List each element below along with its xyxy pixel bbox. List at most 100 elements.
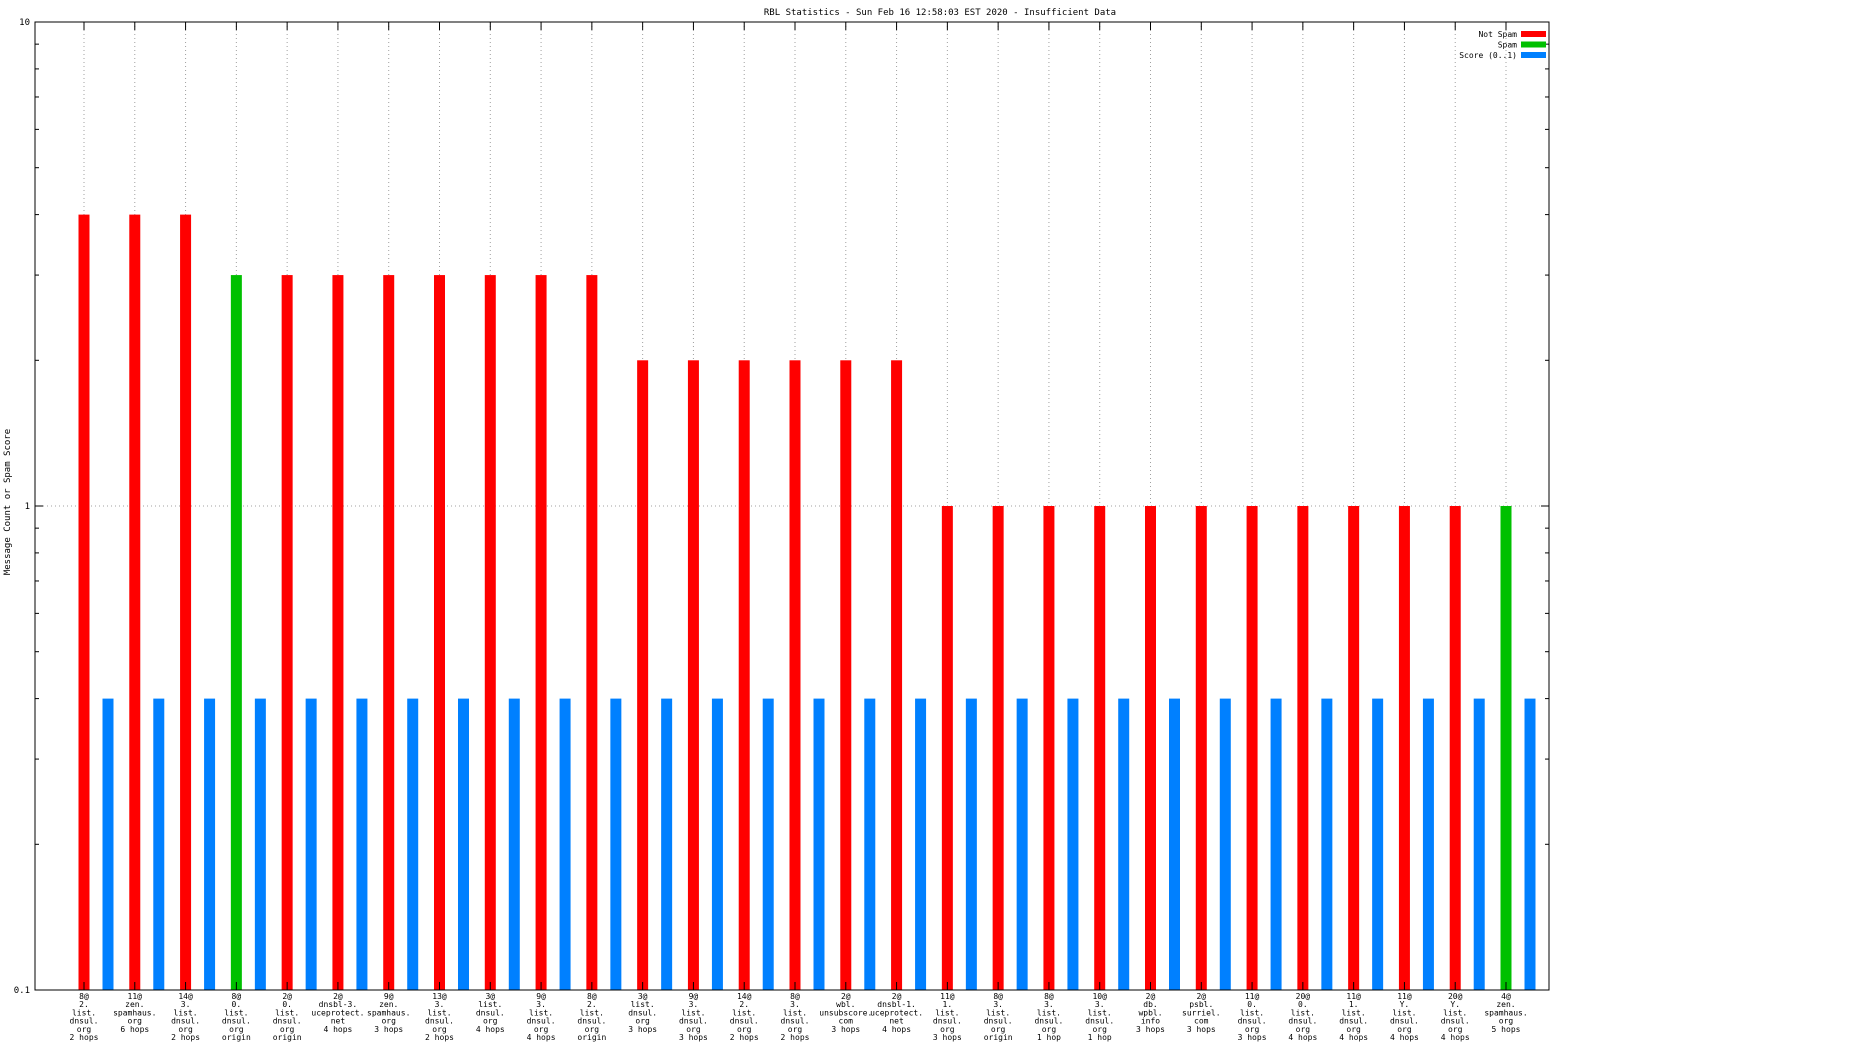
x-category-label: 2@ wbl. unsubscore. com 3 hops <box>819 992 872 1034</box>
bar-not-spam <box>840 360 852 990</box>
bar-not-spam <box>180 214 192 990</box>
x-category-label: 14@ 2. list. dnsul. org 2 hops <box>730 992 759 1042</box>
bar-not-spam <box>941 506 953 990</box>
bar-not-spam <box>434 275 445 990</box>
legend-swatch <box>1521 31 1546 37</box>
bars <box>78 214 1536 990</box>
x-category-label: 8@ 3. list. dnsul. org origin <box>984 992 1013 1042</box>
bar-score-0-1 <box>407 698 419 990</box>
bar-score-0-1 <box>1473 698 1485 990</box>
bar-not-spam <box>129 214 141 990</box>
bar-not-spam <box>332 275 344 990</box>
x-category-label: 11@ 1. list. dnsul. org 3 hops <box>933 992 962 1042</box>
bar-score-0-1 <box>661 698 673 990</box>
x-category-label: 9@ zen. spamhaus. org 3 hops <box>367 992 410 1034</box>
bar-score-0-1 <box>559 698 571 990</box>
bar-score-0-1 <box>458 698 469 990</box>
bar-score-0-1 <box>305 698 317 990</box>
x-category-label: 2@ dnsbl-1. uceprotect. net 4 hops <box>870 992 923 1034</box>
bar-score-0-1 <box>711 698 723 990</box>
bar-spam <box>230 275 242 990</box>
bar-score-0-1 <box>153 698 165 990</box>
x-category-label: 20@ Y. list. dnsul. org 4 hops <box>1441 992 1470 1042</box>
legend-swatch <box>1521 41 1546 48</box>
x-category-label: 2@ 0. list. dnsul. org origin <box>273 992 302 1042</box>
x-category-label: 4@ zen. spamhaus. org 5 hops <box>1484 992 1527 1034</box>
x-category-label: 14@ 3. list. dnsul. org 2 hops <box>171 992 200 1042</box>
bar-score-0-1 <box>1118 698 1130 990</box>
bar-spam <box>1500 506 1512 990</box>
bar-not-spam <box>1348 506 1360 990</box>
y-axis: 10 1 0.1 <box>14 18 1549 996</box>
x-category-label: 2@ psbl. surriel. com 3 hops <box>1182 992 1221 1034</box>
bar-not-spam <box>1246 506 1258 990</box>
bar-score-0-1 <box>610 698 622 990</box>
x-category-label: 2@ db. wpbl. info 3 hops <box>1136 992 1165 1034</box>
x-axis: 8@ 2. list. dnsul. org 2 hops 11@ zen. spamhaus.… <box>70 22 1528 1042</box>
x-category-label: 11@ zen. spamhaus. org 6 hops <box>113 992 156 1034</box>
x-category-label: 9@ 3. list. dnsul. org 4 hops <box>527 992 556 1042</box>
bar-score-0-1 <box>762 698 774 990</box>
bar-score-0-1 <box>1169 698 1180 990</box>
bar-not-spam <box>992 506 1004 990</box>
x-category-label: 11@ 0. list. dnsul. org 3 hops <box>1238 992 1267 1042</box>
bar-not-spam <box>484 275 496 990</box>
bar-not-spam <box>383 275 395 990</box>
bar-not-spam <box>789 360 801 990</box>
bar-score-0-1 <box>102 698 114 990</box>
y-tick-label: 0.1 <box>14 986 30 996</box>
bar-score-0-1 <box>254 698 266 990</box>
y-axis-label: Message Count or Spam Score <box>3 429 13 575</box>
bar-score-0-1 <box>1219 698 1231 990</box>
bar-not-spam <box>1195 506 1207 990</box>
bar-not-spam <box>281 275 293 990</box>
legend-label: Score (0..1) <box>1459 51 1517 60</box>
bar-not-spam <box>738 360 750 990</box>
bar-score-0-1 <box>965 698 977 990</box>
x-category-label: 3@ list. dnsul. org 3 hops <box>628 992 657 1034</box>
x-category-label: 8@ 0. list. dnsul. org origin <box>222 992 251 1042</box>
y-tick-label: 10 <box>19 18 30 28</box>
bar-not-spam <box>586 275 598 990</box>
bar-score-0-1 <box>1372 698 1384 990</box>
bar-score-0-1 <box>1524 698 1536 990</box>
chart-title: RBL Statistics - Sun Feb 16 12:58:03 EST… <box>764 8 1116 18</box>
legend-label: Spam <box>1498 41 1517 50</box>
x-category-label: 8@ 3. list. dnsul. org 1 hop <box>1034 992 1063 1042</box>
bar-not-spam <box>1398 506 1410 990</box>
x-category-label: 11@ Y. list. dnsul. org 4 hops <box>1390 992 1419 1042</box>
bar-not-spam <box>1449 506 1461 990</box>
bar-not-spam <box>687 360 699 990</box>
bar-not-spam <box>1145 506 1156 990</box>
bar-score-0-1 <box>356 698 368 990</box>
bar-score-0-1 <box>1067 698 1079 990</box>
bar-not-spam <box>891 360 903 990</box>
y-tick-label: 1 <box>25 502 30 512</box>
bar-not-spam <box>1094 506 1106 990</box>
bar-score-0-1 <box>813 698 825 990</box>
legend-swatch <box>1521 52 1546 58</box>
bar-score-0-1 <box>1321 698 1333 990</box>
bar-not-spam <box>637 360 649 990</box>
bar-score-0-1 <box>1422 698 1434 990</box>
x-category-label: 8@ 3. list. dnsul. org 2 hops <box>781 992 810 1042</box>
x-category-label: 3@ list. dnsul. org 4 hops <box>476 992 505 1034</box>
bar-score-0-1 <box>1016 698 1028 990</box>
bar-score-0-1 <box>508 698 520 990</box>
x-category-label: 2@ dnsbl-3. uceprotect. net 4 hops <box>311 992 364 1034</box>
legend-label: Not Spam <box>1478 30 1517 39</box>
x-category-label: 11@ 1. list. dnsul. org 4 hops <box>1339 992 1368 1042</box>
x-category-label: 10@ 3. list. dnsul. org 1 hop <box>1085 992 1114 1042</box>
x-category-label: 13@ 3. list. dnsul. org 2 hops <box>425 992 454 1042</box>
x-category-label: 8@ 2. list. dnsul. org origin <box>577 992 606 1042</box>
x-category-label: 8@ 2. list. dnsul. org 2 hops <box>70 992 99 1042</box>
bar-score-0-1 <box>204 698 216 990</box>
bar-score-0-1 <box>864 698 876 990</box>
x-category-label: 9@ 3. list. dnsul. org 3 hops <box>679 992 708 1042</box>
bar-score-0-1 <box>915 698 927 990</box>
bar-not-spam <box>535 275 547 990</box>
bar-not-spam <box>78 214 90 990</box>
